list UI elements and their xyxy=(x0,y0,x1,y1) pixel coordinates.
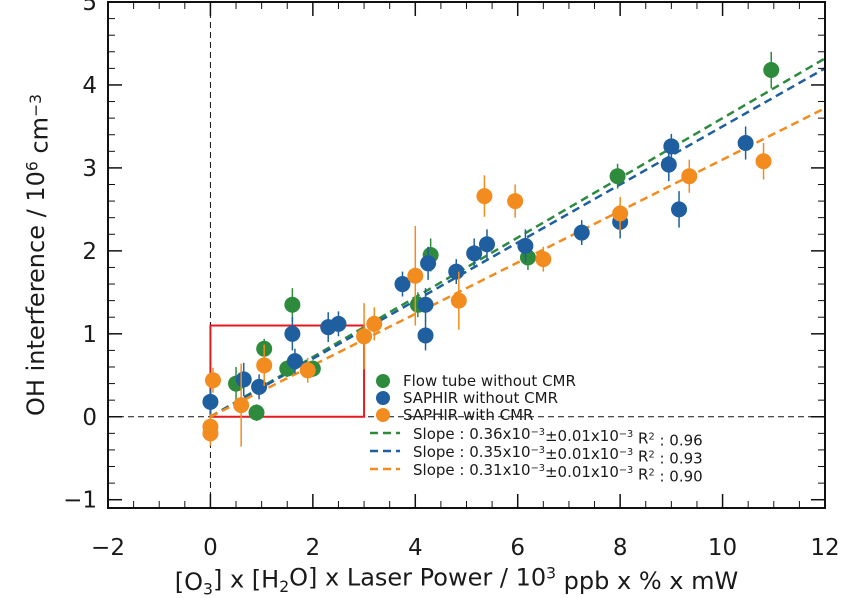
data-point-2-8 xyxy=(407,267,424,284)
data-point-2-3 xyxy=(233,397,250,414)
legend-fit-label-0: Slope : 0.36x10−3±0.01x10−3 R2 : 0.96 xyxy=(413,425,703,450)
data-point-1-11 xyxy=(448,263,465,280)
x-tick-label-1: 0 xyxy=(203,535,218,561)
data-point-1-8 xyxy=(417,296,434,313)
y-axis-title: OH interference / 106 cm−3 xyxy=(22,94,54,416)
data-point-1-4 xyxy=(286,353,303,370)
x-tick-label-2: 2 xyxy=(306,535,321,561)
data-point-1-14 xyxy=(517,237,534,254)
data-point-0-1 xyxy=(248,404,265,421)
fit-line-0 xyxy=(209,57,826,418)
series-2 xyxy=(202,143,772,447)
data-point-2-14 xyxy=(681,168,698,185)
y-tick-label-3: 2 xyxy=(82,239,97,265)
highlight-box xyxy=(209,324,366,418)
data-point-2-4 xyxy=(256,357,273,374)
data-point-1-15 xyxy=(573,224,590,241)
legend-label-1: SAPHIR without CMR xyxy=(403,389,558,407)
data-point-0-9 xyxy=(609,168,626,185)
y-tick-label-6: 5 xyxy=(82,0,97,16)
data-point-1-19 xyxy=(671,201,688,218)
data-point-2-6 xyxy=(356,328,373,345)
data-point-1-12 xyxy=(466,245,483,262)
data-point-1-20 xyxy=(737,135,754,152)
fit-line-1 xyxy=(209,67,826,418)
legend-fit-label-1: Slope : 0.35x10−3±0.01x10−3 R2 : 0.93 xyxy=(413,443,703,468)
y-tick-label-2: 1 xyxy=(82,322,97,348)
legend-marker-1 xyxy=(376,391,390,405)
x-tick-label-7: 12 xyxy=(810,535,839,561)
data-point-1-3 xyxy=(284,325,301,342)
y-tick-label-1: 0 xyxy=(82,405,97,431)
series-1 xyxy=(202,126,754,415)
data-point-2-1 xyxy=(202,418,219,435)
data-point-2-13 xyxy=(612,205,629,222)
data-point-2-10 xyxy=(476,188,493,205)
x-tick-label-4: 6 xyxy=(510,535,525,561)
data-point-1-18 xyxy=(663,138,680,155)
data-points-layer xyxy=(202,51,780,447)
data-point-2-12 xyxy=(535,251,552,268)
legend-marker-2 xyxy=(376,408,390,422)
data-point-1-2 xyxy=(251,378,268,395)
data-point-1-6 xyxy=(330,315,347,332)
data-point-2-5 xyxy=(299,362,316,379)
y-tick-label-4: 3 xyxy=(82,156,97,182)
legend-marker-0 xyxy=(376,374,390,388)
fit-line-2 xyxy=(209,107,826,418)
y-tick-label-0: −1 xyxy=(63,488,97,514)
data-point-2-9 xyxy=(450,292,467,309)
x-tick-label-0: −2 xyxy=(91,535,125,561)
data-point-0-10 xyxy=(763,62,780,79)
data-point-1-17 xyxy=(660,156,677,173)
data-point-2-11 xyxy=(507,193,524,210)
x-axis-title: [O3] x [H2O] x Laser Power / 103 ppb x %… xyxy=(175,563,738,598)
data-point-1-1 xyxy=(235,371,252,388)
data-point-1-13 xyxy=(478,236,495,253)
data-point-1-10 xyxy=(417,327,434,344)
data-point-2-15 xyxy=(755,153,772,170)
data-point-0-4 xyxy=(284,296,301,313)
data-point-1-7 xyxy=(394,276,411,293)
legend-fit-label-2: Slope : 0.31x10−3±0.01x10−3 R2 : 0.90 xyxy=(413,461,703,486)
x-tick-label-5: 8 xyxy=(613,535,628,561)
data-point-1-0 xyxy=(202,393,219,410)
legend-label-2: SAPHIR with CMR xyxy=(403,406,533,424)
x-tick-label-3: 4 xyxy=(408,535,423,561)
legend-label-0: Flow tube without CMR xyxy=(403,372,576,390)
data-point-2-7 xyxy=(366,315,383,332)
fit-lines-layer xyxy=(209,57,826,418)
data-point-1-9 xyxy=(420,255,437,272)
y-tick-label-5: 4 xyxy=(82,73,97,99)
x-tick-label-6: 10 xyxy=(708,535,737,561)
data-point-2-2 xyxy=(204,372,221,389)
